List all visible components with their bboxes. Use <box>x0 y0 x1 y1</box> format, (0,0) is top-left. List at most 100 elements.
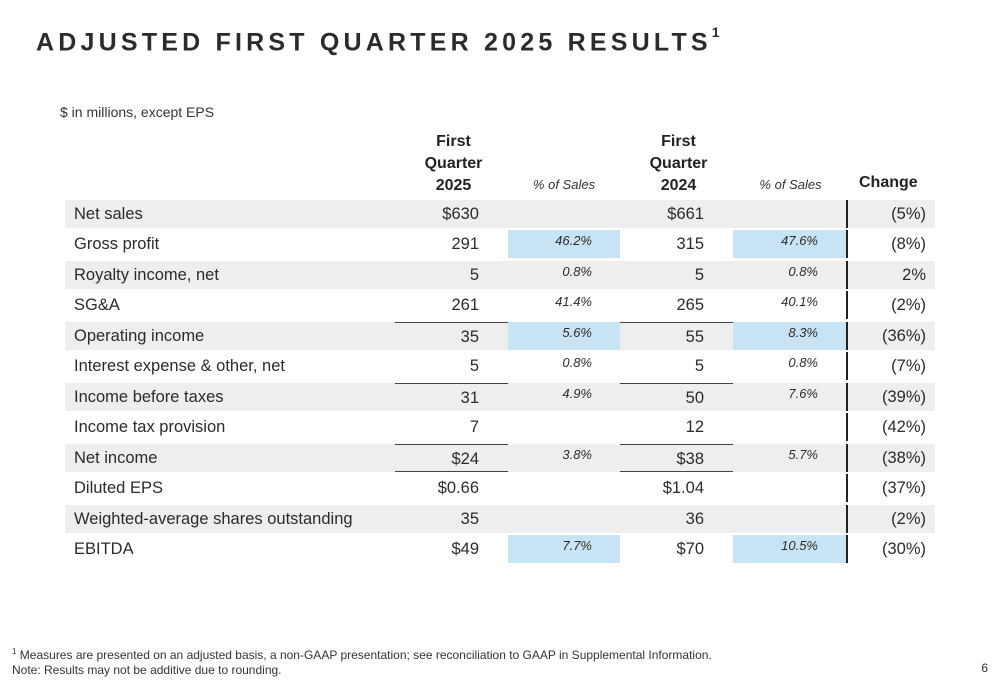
table-row: Diluted EPS $0.66 $1.04 (37%) <box>65 474 935 502</box>
row-label: Weighted-average shares outstanding <box>74 510 353 528</box>
pct-sales-2024 <box>733 200 846 228</box>
value-2024: $661 <box>667 205 704 223</box>
header-pct-sales-2025: % of Sales <box>532 177 596 192</box>
pct-sales-2025: 41.4% <box>555 294 592 309</box>
row-label: Royalty income, net <box>74 266 219 284</box>
header-line: Quarter <box>649 155 708 172</box>
footnote-marker: 1 <box>12 647 17 656</box>
pct-sales-2024: 0.8% <box>788 355 818 370</box>
pct-sales-2024 <box>733 474 846 502</box>
table-row: Royalty income, net 5 0.8% 5 0.8% 2% <box>65 261 935 289</box>
row-label: Operating income <box>74 327 205 345</box>
value-2024: 5 <box>694 266 704 284</box>
header-line: 2024 <box>660 177 697 194</box>
rounding-note: Note: Results may not be additive due to… <box>12 663 282 677</box>
pct-sales-2024: 40.1% <box>781 294 818 309</box>
pct-sales-2025: 5.6% <box>508 322 620 350</box>
row-label: SG&A <box>74 296 120 314</box>
pct-sales-2024 <box>733 505 846 533</box>
change-value: (2%) <box>846 291 935 319</box>
page-number: 6 <box>981 661 988 675</box>
header-first-quarter-2024: First Quarter 2024 <box>622 131 735 197</box>
change-value: 2% <box>846 261 935 289</box>
pct-sales-2025: 4.9% <box>562 386 592 401</box>
table-row: Income tax provision 7 12 (42%) <box>65 413 935 441</box>
value-2025: 35 <box>395 322 508 350</box>
change-value: (36%) <box>846 322 935 350</box>
units-note: $ in millions, except EPS <box>60 104 215 120</box>
pct-sales-2024 <box>733 413 846 441</box>
table-row: Operating income 35 5.6% 55 8.3% (36%) <box>65 322 935 350</box>
table-row: Net sales $630 $661 (5%) <box>65 200 935 228</box>
change-value: (5%) <box>846 200 935 228</box>
pct-sales-2025 <box>508 413 620 441</box>
value-2025: $630 <box>442 205 479 223</box>
pct-sales-2024: 0.8% <box>788 264 818 279</box>
value-2024: 12 <box>685 418 704 436</box>
value-2024: $70 <box>676 540 704 558</box>
table-row: Weighted-average shares outstanding 35 3… <box>65 505 935 533</box>
row-label: Net sales <box>74 205 143 223</box>
value-2024: $38 <box>620 444 733 472</box>
row-label: Interest expense & other, net <box>74 357 285 375</box>
header-line: First <box>436 133 471 150</box>
value-2025: 5 <box>469 266 479 284</box>
pct-sales-2025: 0.8% <box>562 264 592 279</box>
value-2025: 291 <box>451 235 479 253</box>
value-2025: 7 <box>469 418 479 436</box>
pct-sales-2025: 46.2% <box>508 230 620 258</box>
pct-sales-2025: 3.8% <box>562 447 592 462</box>
pct-sales-2025: 7.7% <box>508 535 620 563</box>
header-line: Quarter <box>424 155 483 172</box>
pct-sales-2024: 47.6% <box>733 230 846 258</box>
table-row: SG&A 261 41.4% 265 40.1% (2%) <box>65 291 935 319</box>
page-title: ADJUSTED FIRST QUARTER 2025 RESULTS1 <box>36 24 720 57</box>
value-2025: $24 <box>395 444 508 472</box>
table-row: Net income $24 3.8% $38 5.7% (38%) <box>65 444 935 472</box>
pct-sales-2025 <box>508 474 620 502</box>
change-value: (42%) <box>846 413 935 441</box>
header-first-quarter-2025: First Quarter 2025 <box>397 131 510 197</box>
table-row: Interest expense & other, net 5 0.8% 5 0… <box>65 352 935 380</box>
value-2025: $0.66 <box>437 479 479 497</box>
value-2024: 5 <box>694 357 704 375</box>
change-value: (30%) <box>846 535 935 563</box>
header-line: First <box>661 133 696 150</box>
row-label: Net income <box>74 449 158 467</box>
header-pct-sales-2024: % of Sales <box>759 177 822 192</box>
value-2025: 5 <box>469 357 479 375</box>
row-label: EBITDA <box>74 540 134 558</box>
value-2025: 31 <box>395 383 508 411</box>
value-2025: 261 <box>451 296 479 314</box>
pct-sales-2025: 0.8% <box>562 355 592 370</box>
change-value: (7%) <box>846 352 935 380</box>
change-value: (37%) <box>846 474 935 502</box>
header-line: 2025 <box>435 177 472 194</box>
value-2024: 50 <box>620 383 733 411</box>
change-value: (2%) <box>846 505 935 533</box>
change-value: (39%) <box>846 383 935 411</box>
row-label: Diluted EPS <box>74 479 163 497</box>
pct-sales-2024: 8.3% <box>733 322 846 350</box>
change-value: (38%) <box>846 444 935 472</box>
value-2024: 315 <box>676 235 704 253</box>
pct-sales-2025 <box>508 505 620 533</box>
pct-sales-2024: 5.7% <box>788 447 818 462</box>
table-row: Gross profit 291 46.2% 315 47.6% (8%) <box>65 230 935 258</box>
row-label: Gross profit <box>74 235 160 253</box>
value-2024: $1.04 <box>662 479 704 497</box>
value-2024: 55 <box>620 322 733 350</box>
header-change: Change <box>859 174 918 191</box>
value-2024: 265 <box>676 296 704 314</box>
pct-sales-2025 <box>508 200 620 228</box>
table-row: Income before taxes 31 4.9% 50 7.6% (39%… <box>65 383 935 411</box>
title-footnote-marker: 1 <box>711 24 720 40</box>
pct-sales-2024: 10.5% <box>733 535 846 563</box>
row-label: Income tax provision <box>74 418 226 436</box>
table-row: EBITDA $49 7.7% $70 10.5% (30%) <box>65 535 935 563</box>
footnote: 1 Measures are presented on an adjusted … <box>12 647 712 662</box>
pct-sales-2024: 7.6% <box>788 386 818 401</box>
value-2024: 36 <box>685 510 704 528</box>
value-2025: 35 <box>460 510 479 528</box>
value-2025: $49 <box>451 540 479 558</box>
